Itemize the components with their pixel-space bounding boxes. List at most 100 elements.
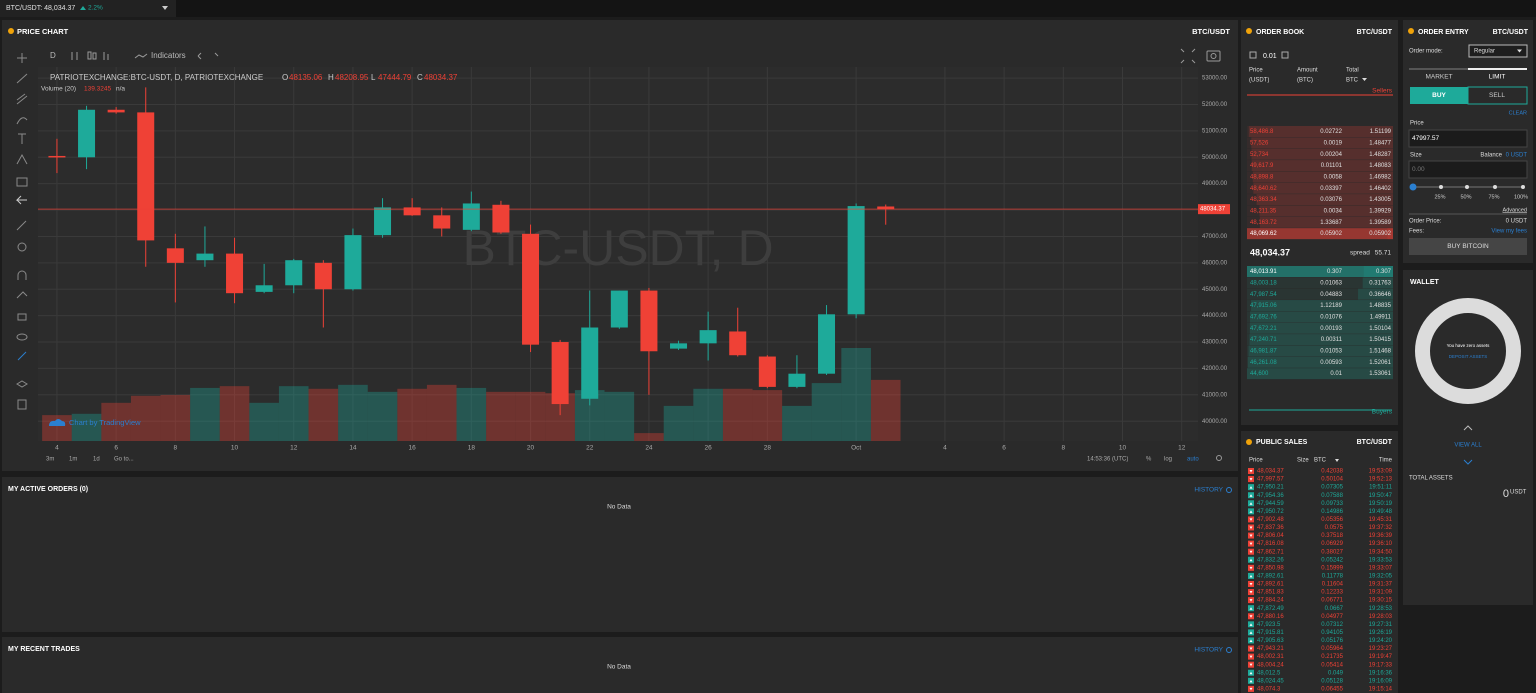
sale-time: 19:51:11	[1369, 485, 1393, 491]
sale-time: 19:33:07	[1369, 565, 1393, 571]
total-value: 0	[1503, 488, 1509, 500]
top-bar	[0, 0, 1536, 17]
scale-option[interactable]: %	[1146, 457, 1152, 463]
sale-time: 19:26:19	[1369, 630, 1393, 636]
deposit-link[interactable]: DEPOSIT ASSETS	[1449, 354, 1487, 359]
row-background	[1247, 266, 1393, 277]
chart-toolbar-icons[interactable]	[71, 48, 1222, 461]
panel-title: ORDER BOOK	[1256, 29, 1304, 36]
candle-body	[196, 253, 214, 261]
book-amount: 0.03076	[1320, 197, 1342, 203]
advanced-link[interactable]: Advanced	[1503, 207, 1527, 213]
slider-stop[interactable]	[1521, 185, 1525, 189]
mode-select[interactable]	[1468, 44, 1528, 58]
goto-button[interactable]: Go to...	[114, 457, 134, 463]
sale-price: 47,943.21	[1257, 646, 1284, 652]
step-down[interactable]	[1249, 51, 1257, 59]
row-background	[1247, 137, 1393, 149]
range-button[interactable]: 1m	[69, 457, 77, 463]
book-price: 44,600	[1250, 371, 1269, 377]
volume-bar	[160, 394, 191, 441]
side-arrow	[1249, 655, 1253, 659]
book-total: 1.52061	[1369, 360, 1391, 366]
book-price: 48,898.8	[1250, 174, 1274, 180]
chevron-up[interactable]	[1463, 425, 1473, 431]
column-header: BTC	[1346, 78, 1359, 84]
clear-link[interactable]: CLEAR	[1509, 110, 1527, 116]
order-tab[interactable]: LIMIT	[1489, 74, 1506, 81]
sale-price: 47,892.61	[1257, 582, 1284, 588]
sell-tab[interactable]	[1467, 86, 1528, 105]
chevron-down[interactable]	[1463, 459, 1473, 465]
book-price: 48,640.62	[1250, 186, 1277, 192]
scale-option[interactable]: auto	[1187, 457, 1199, 463]
sale-time: 19:23:27	[1369, 646, 1393, 652]
step-up[interactable]	[1281, 51, 1289, 59]
interval[interactable]: D	[50, 51, 56, 60]
field-label: Fees:	[1409, 229, 1424, 235]
price-input[interactable]	[1408, 129, 1528, 148]
book-total: 1.48835	[1369, 303, 1391, 309]
view-all-link[interactable]: VIEW ALL	[1454, 443, 1482, 449]
candle-body	[610, 290, 628, 328]
x-tick-label: 16	[409, 445, 417, 452]
x-tick-label: Oct	[851, 445, 861, 452]
x-tick-label: 22	[586, 445, 594, 452]
sort-arrow	[1335, 459, 1339, 462]
slider-stop[interactable]	[1493, 185, 1497, 189]
sale-time: 19:50:19	[1369, 501, 1393, 507]
scale-option[interactable]: log	[1164, 457, 1172, 463]
x-tick-label: 12	[1178, 445, 1186, 452]
range-button[interactable]: 3m	[46, 457, 54, 463]
field-label: Order Price:	[1409, 219, 1442, 225]
legend-key: O	[282, 73, 288, 82]
empty-message: You have zero assets	[1447, 343, 1491, 348]
slider-label: 25%	[1434, 194, 1445, 200]
buy-tab[interactable]	[1410, 87, 1468, 104]
drawing-toolbar[interactable]	[15, 53, 28, 410]
history-link[interactable]: HISTORY	[1194, 647, 1223, 654]
tab-dropdown[interactable]	[162, 6, 168, 10]
slider-stop[interactable]	[1465, 185, 1469, 189]
last-price-label: 48034.37	[1200, 207, 1226, 213]
fees-link[interactable]: View my fees	[1491, 229, 1527, 235]
sale-price: 48,034.37	[1257, 469, 1284, 475]
sale-price: 48,004.24	[1257, 662, 1284, 668]
side-arrow	[1249, 639, 1253, 642]
sell-label[interactable]: SELL	[1489, 92, 1505, 99]
slider-stop[interactable]	[1439, 185, 1443, 189]
balance-value: 0 USDT	[1506, 153, 1528, 159]
book-amount: 1.33687	[1320, 220, 1342, 226]
sale-time: 19:15:14	[1369, 686, 1393, 692]
history-link[interactable]: HISTORY	[1194, 487, 1223, 494]
credit[interactable]: Chart by TradingView	[69, 418, 141, 427]
sale-size: 0.11604	[1322, 582, 1344, 588]
volume-bar	[722, 388, 753, 441]
row-background	[1247, 182, 1393, 194]
size-input[interactable]	[1408, 160, 1528, 179]
step-value: 0.01	[1263, 53, 1277, 60]
volume-bar	[71, 413, 102, 441]
submit-label[interactable]: BUY BITCOIN	[1447, 243, 1489, 250]
sale-size: 0.05414	[1321, 662, 1343, 668]
depth-bar	[1252, 171, 1393, 183]
x-tick-label: 8	[1062, 445, 1066, 452]
column-header: Total	[1346, 68, 1359, 74]
book-price: 48,211.35	[1250, 209, 1277, 215]
candle-body	[314, 262, 332, 290]
sellers-label: Sellers	[1372, 88, 1393, 95]
book-total: 0.36646	[1369, 292, 1391, 298]
order-tab[interactable]: MARKET	[1425, 74, 1452, 81]
book-amount: 0.00204	[1320, 152, 1342, 158]
pair-tab[interactable]	[0, 0, 176, 17]
buy-label[interactable]: BUY	[1432, 92, 1446, 99]
slider-stop[interactable]	[1409, 183, 1417, 191]
sale-size: 0.07588	[1321, 493, 1343, 499]
range-button[interactable]: 1d	[93, 457, 100, 463]
sale-time: 19:34:50	[1369, 549, 1393, 555]
sale-time: 19:19:47	[1369, 654, 1393, 660]
submit-button[interactable]	[1409, 238, 1527, 255]
panel-pair: BTC/USDT	[1192, 27, 1230, 36]
indicators-button[interactable]: Indicators	[151, 51, 186, 60]
x-tick-label: 10	[231, 445, 239, 452]
